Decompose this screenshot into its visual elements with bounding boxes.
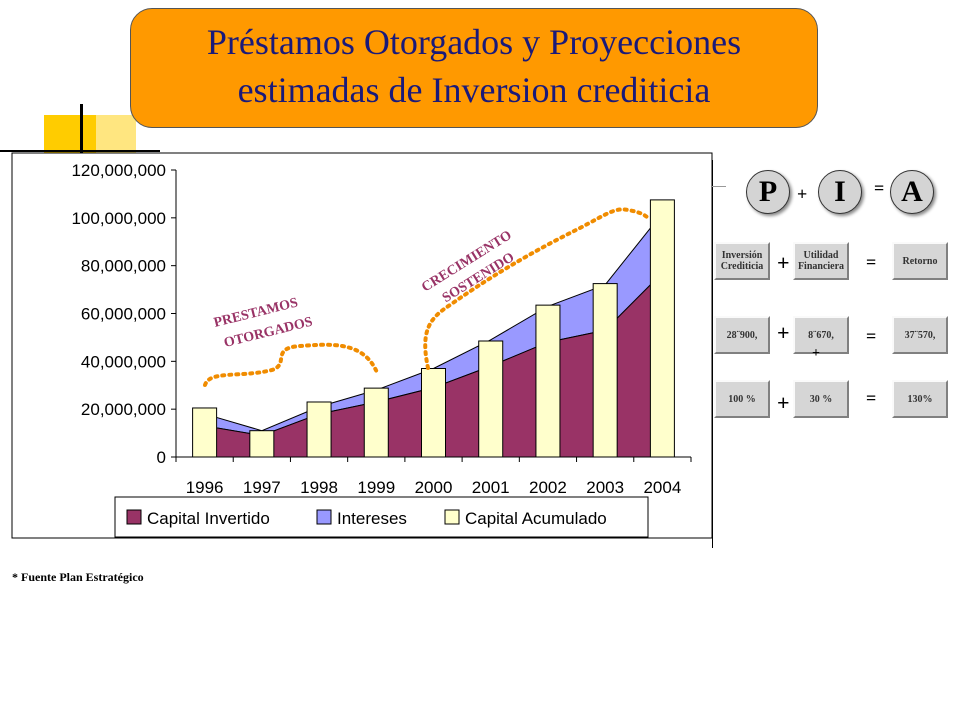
decor-vertical-line	[80, 104, 83, 156]
box-100pct: 100 %	[714, 380, 770, 418]
x-tick-label: 1997	[243, 478, 281, 497]
box-utilidad: Utilidad Financiera	[793, 242, 849, 280]
box-30pct: 30 %	[793, 380, 849, 418]
y-tick-label: 100,000,000	[71, 209, 166, 228]
divider-tick	[712, 186, 726, 187]
x-tick-label: 1998	[300, 478, 338, 497]
bar-capital-acumulado-1998	[306, 401, 332, 458]
box-inversion: Inversión Crediticia	[714, 242, 770, 280]
bar-capital-acumulado-2000	[421, 368, 446, 458]
row1-plus: +	[777, 250, 790, 275]
bar-capital-acumulado-1997	[249, 430, 275, 458]
box-retorno: Retorno	[892, 242, 948, 280]
legend: Capital Invertido Intereses Capital Acum…	[114, 496, 649, 538]
box-130pct: 130%	[892, 380, 948, 418]
y-tick-label: 80,000,000	[81, 257, 166, 276]
bar-capital-acumulado-1999	[363, 387, 389, 458]
x-tick-label: 2002	[529, 478, 567, 497]
legend-swatch-capital-acumulado	[444, 509, 460, 525]
row2-extra-plus: +	[812, 346, 820, 361]
y-tick-label: 40,000,000	[81, 352, 166, 371]
box-37570: 37¨570,	[892, 316, 948, 354]
y-tick-label: 0	[157, 448, 166, 467]
legend-box	[114, 496, 649, 538]
y-tick-label: 20,000,000	[81, 400, 166, 419]
bar-capital-acumulado-2002	[535, 304, 561, 458]
x-tick-label: 1996	[186, 478, 224, 497]
x-tick-label: 2000	[415, 478, 453, 497]
title-line-2: estimadas de Inversion crediticia	[237, 70, 711, 110]
bar-capital-acumulado-2003	[592, 283, 618, 458]
x-tick-label: 2001	[472, 478, 510, 497]
row2-plus: +	[777, 320, 790, 345]
y-tick-label: 60,000,000	[81, 305, 166, 324]
title-line-1: Préstamos Otorgados y Proyecciones	[206, 22, 742, 62]
bar-capital-acumulado-1996	[192, 407, 218, 458]
legend-label-intereses: Intereses	[337, 509, 407, 528]
bar-capital-acumulado-2001	[478, 340, 504, 458]
x-tick-label: 2003	[586, 478, 624, 497]
formula-plus: +	[797, 184, 808, 204]
circle-p: P	[746, 170, 790, 214]
circle-i: I	[818, 170, 862, 214]
divider-line	[712, 160, 713, 548]
box-28900: 28¨900,	[714, 316, 770, 354]
box-8670: 8¨670,	[793, 316, 849, 354]
row2-equals: =	[866, 326, 877, 346]
row3-plus: +	[777, 390, 790, 415]
footnote: * Fuente Plan Estratégico	[12, 570, 144, 584]
legend-label-capital-invertido: Capital Invertido	[147, 509, 270, 528]
decor-square-light	[96, 115, 136, 153]
row3-equals: =	[866, 388, 877, 408]
title-banner: Préstamos Otorgados y Proyecciones estim…	[130, 8, 818, 128]
legend-swatch-capital-invertido	[126, 509, 142, 525]
circle-a: A	[890, 170, 934, 214]
x-tick-label: 1999	[357, 478, 395, 497]
y-tick-label: 120,000,000	[71, 161, 166, 180]
legend-swatch-intereses	[316, 509, 332, 525]
decor-horizontal-line	[0, 150, 160, 152]
row1-equals: =	[866, 252, 877, 272]
formula-equals: =	[874, 178, 885, 198]
x-tick-label: 2004	[643, 478, 681, 497]
annotation-curve-crecimiento	[423, 207, 650, 370]
bar-capital-acumulado-2004	[649, 199, 675, 458]
legend-label-capital-acumulado: Capital Acumulado	[465, 509, 607, 528]
annotation-curve-prestamos	[203, 342, 380, 387]
